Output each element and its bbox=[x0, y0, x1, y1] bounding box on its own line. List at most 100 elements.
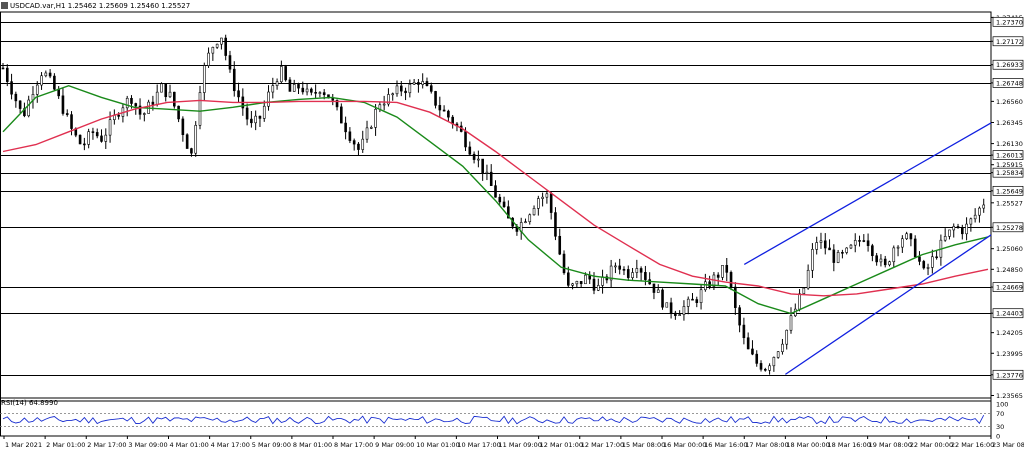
trend-channel-lower bbox=[785, 234, 992, 375]
candle-body bbox=[498, 196, 502, 203]
candle-body bbox=[65, 113, 69, 115]
candle-body bbox=[558, 235, 562, 255]
candle-body bbox=[708, 281, 711, 287]
candle-body bbox=[40, 75, 43, 86]
candle-body bbox=[956, 226, 960, 228]
candle-body bbox=[125, 97, 129, 109]
candle-body bbox=[5, 67, 9, 82]
candle-body bbox=[181, 118, 185, 136]
candle-body bbox=[190, 148, 193, 154]
time-tick-label: 12 Mar 17:00 bbox=[581, 441, 624, 449]
time-tick-label: 15 Mar 08:00 bbox=[622, 441, 665, 449]
candle-body bbox=[541, 196, 544, 199]
level-label: 1.24403 bbox=[996, 310, 1023, 318]
candle-body bbox=[267, 91, 270, 107]
candle-body bbox=[686, 298, 690, 307]
candle-body bbox=[399, 85, 403, 92]
candle-body bbox=[935, 256, 938, 259]
candle-body bbox=[485, 171, 489, 174]
candle-body bbox=[95, 132, 99, 137]
candle-body bbox=[532, 208, 536, 216]
candle-body bbox=[318, 92, 322, 94]
candle-body bbox=[310, 88, 313, 93]
candle-body bbox=[952, 226, 956, 231]
rsi-tick-label: 30 bbox=[996, 423, 1004, 431]
price-tick-label: 1.25060 bbox=[996, 245, 1023, 253]
candle-body bbox=[365, 127, 369, 140]
moving-average-line bbox=[2, 84, 989, 315]
candle-body bbox=[875, 255, 878, 263]
candle-body bbox=[224, 37, 227, 56]
level-label: 1.23776 bbox=[996, 371, 1023, 379]
axis-layer: 1.274151.271721.269331.267481.265601.263… bbox=[3, 14, 1024, 449]
time-tick-label: 3 Mar 09:00 bbox=[128, 441, 167, 449]
candle-body bbox=[571, 283, 574, 286]
candle-body bbox=[858, 240, 861, 242]
candle-body bbox=[836, 252, 840, 263]
time-tick-label: 10 Mar 01:00 bbox=[416, 441, 459, 449]
candle-body bbox=[237, 90, 240, 98]
time-tick-label: 18 Mar 16:00 bbox=[828, 441, 871, 449]
candle-body bbox=[665, 302, 669, 308]
candle-body bbox=[618, 265, 621, 270]
candle-body bbox=[232, 68, 236, 92]
candle-body bbox=[524, 221, 527, 224]
candle-body bbox=[892, 247, 896, 263]
rsi-panel bbox=[0, 413, 991, 427]
candle-body bbox=[168, 91, 172, 98]
candle-body bbox=[669, 302, 673, 314]
candle-body bbox=[776, 351, 780, 358]
time-tick-label: 2 Mar 17:00 bbox=[87, 441, 126, 449]
candle-body bbox=[481, 158, 484, 174]
candle-body bbox=[271, 85, 275, 93]
candle-body bbox=[322, 92, 326, 96]
candle-body bbox=[823, 240, 827, 249]
candle-body bbox=[104, 134, 108, 142]
candle-body bbox=[314, 92, 317, 94]
candle-body bbox=[78, 134, 82, 145]
time-tick-label: 11 Mar 09:00 bbox=[499, 441, 542, 449]
level-label: 1.26748 bbox=[996, 79, 1023, 87]
candle-body bbox=[691, 298, 694, 301]
candle-body bbox=[438, 105, 442, 111]
level-label: 1.27172 bbox=[996, 38, 1023, 46]
rsi-label: RSI(14) 64.8990 bbox=[1, 399, 58, 407]
time-tick-label: 22 Mar 16:00 bbox=[951, 441, 994, 449]
candle-body bbox=[14, 93, 18, 102]
candle-body bbox=[943, 236, 947, 241]
candle-body bbox=[704, 281, 707, 291]
candle-body bbox=[421, 81, 424, 85]
candle-body bbox=[644, 272, 647, 280]
candle-body bbox=[417, 82, 420, 85]
candle-body bbox=[258, 115, 262, 119]
time-tick-label: 9 Mar 09:00 bbox=[375, 441, 414, 449]
candle-body bbox=[819, 240, 823, 243]
price-tick-label: 1.26130 bbox=[996, 140, 1023, 148]
price-tick-label: 1.24850 bbox=[996, 266, 1023, 274]
candle-body bbox=[130, 97, 133, 104]
candle-body bbox=[918, 256, 921, 262]
candle-body bbox=[472, 153, 476, 160]
candle-body bbox=[742, 324, 746, 339]
candle-body bbox=[468, 146, 472, 155]
candle-body bbox=[35, 84, 39, 95]
candle-body bbox=[262, 105, 266, 119]
candle-body bbox=[344, 122, 347, 133]
candle-body bbox=[292, 84, 296, 92]
level-label-box bbox=[992, 16, 1024, 27]
candle-body bbox=[772, 357, 776, 367]
candle-body bbox=[682, 306, 686, 315]
candle-body bbox=[297, 84, 300, 89]
candle-body bbox=[245, 107, 249, 120]
candle-body bbox=[545, 193, 549, 198]
candle-body bbox=[721, 265, 724, 278]
level-label-box bbox=[992, 150, 1024, 160]
candle-body bbox=[635, 268, 639, 273]
candle-body bbox=[194, 124, 198, 154]
candle-body bbox=[562, 253, 566, 274]
candle-body bbox=[845, 247, 848, 253]
price-tick-label: 1.23565 bbox=[996, 392, 1023, 400]
time-tick-label: 22 Mar 00:00 bbox=[910, 441, 953, 449]
time-tick-label: 18 Mar 00:00 bbox=[786, 441, 829, 449]
